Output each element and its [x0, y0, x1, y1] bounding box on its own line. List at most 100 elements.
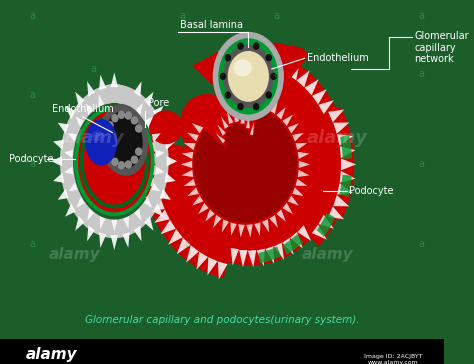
Polygon shape	[68, 133, 77, 142]
Polygon shape	[216, 133, 225, 143]
Polygon shape	[144, 216, 154, 231]
Polygon shape	[69, 182, 78, 191]
Polygon shape	[160, 189, 171, 200]
Polygon shape	[298, 225, 311, 241]
Polygon shape	[164, 140, 175, 150]
Polygon shape	[53, 140, 64, 150]
Polygon shape	[184, 179, 195, 186]
Polygon shape	[99, 94, 104, 107]
Polygon shape	[122, 232, 129, 248]
Ellipse shape	[103, 131, 111, 139]
Text: Podocyte: Podocyte	[348, 186, 393, 196]
Ellipse shape	[131, 155, 138, 164]
Polygon shape	[278, 56, 289, 74]
Polygon shape	[208, 257, 218, 275]
Polygon shape	[231, 248, 239, 266]
Polygon shape	[246, 115, 250, 128]
Polygon shape	[58, 123, 69, 134]
Polygon shape	[290, 232, 303, 249]
Polygon shape	[299, 161, 310, 168]
Text: a: a	[30, 159, 36, 169]
Polygon shape	[64, 150, 73, 158]
Ellipse shape	[237, 103, 244, 110]
Ellipse shape	[125, 111, 132, 120]
Polygon shape	[182, 170, 193, 177]
Ellipse shape	[237, 42, 244, 50]
Text: alamy: alamy	[63, 129, 124, 147]
Polygon shape	[295, 179, 307, 186]
Polygon shape	[75, 116, 84, 127]
Text: a: a	[419, 69, 425, 79]
Polygon shape	[262, 96, 269, 110]
Polygon shape	[186, 245, 199, 262]
Polygon shape	[134, 226, 142, 241]
Polygon shape	[167, 156, 177, 166]
Text: a: a	[419, 159, 425, 169]
Ellipse shape	[105, 112, 143, 169]
Polygon shape	[160, 123, 171, 134]
Polygon shape	[151, 182, 160, 191]
Polygon shape	[282, 238, 294, 255]
Polygon shape	[276, 209, 286, 222]
Polygon shape	[339, 175, 352, 197]
Polygon shape	[288, 195, 299, 206]
Polygon shape	[292, 132, 304, 142]
Polygon shape	[65, 106, 76, 119]
Polygon shape	[187, 187, 199, 196]
Ellipse shape	[220, 73, 226, 80]
Polygon shape	[145, 188, 161, 198]
Polygon shape	[253, 64, 276, 89]
Polygon shape	[296, 70, 310, 87]
Polygon shape	[110, 236, 118, 250]
Text: a: a	[184, 239, 191, 249]
Polygon shape	[238, 224, 245, 237]
Polygon shape	[248, 250, 256, 268]
Text: Glomerular capillary and podocytes(urinary system).: Glomerular capillary and podocytes(urina…	[85, 315, 359, 325]
Polygon shape	[111, 220, 117, 232]
Polygon shape	[276, 107, 286, 119]
Polygon shape	[264, 43, 309, 98]
Polygon shape	[218, 50, 228, 67]
Polygon shape	[298, 152, 310, 159]
Text: alamy: alamy	[307, 129, 368, 147]
Polygon shape	[337, 134, 353, 146]
Text: Glomerular
capillary
network: Glomerular capillary network	[414, 31, 469, 64]
Text: alamy: alamy	[49, 247, 101, 262]
Polygon shape	[328, 110, 344, 122]
Polygon shape	[194, 108, 297, 223]
Polygon shape	[145, 116, 153, 127]
Ellipse shape	[225, 91, 231, 99]
Polygon shape	[213, 64, 241, 92]
Polygon shape	[184, 143, 195, 150]
Polygon shape	[155, 150, 164, 158]
Polygon shape	[198, 203, 209, 214]
Polygon shape	[218, 261, 228, 279]
Ellipse shape	[111, 158, 118, 166]
Polygon shape	[182, 152, 193, 159]
Polygon shape	[123, 216, 129, 229]
Polygon shape	[298, 170, 310, 177]
Polygon shape	[142, 142, 158, 153]
Text: Pore: Pore	[148, 98, 169, 108]
Polygon shape	[241, 111, 245, 124]
Polygon shape	[197, 252, 208, 269]
Polygon shape	[75, 106, 154, 216]
Polygon shape	[60, 84, 169, 238]
Polygon shape	[333, 195, 349, 206]
Polygon shape	[256, 249, 265, 266]
Ellipse shape	[106, 150, 114, 159]
Ellipse shape	[92, 130, 103, 141]
Polygon shape	[64, 166, 73, 174]
Ellipse shape	[135, 124, 143, 133]
Polygon shape	[292, 187, 304, 196]
Ellipse shape	[135, 147, 143, 156]
Polygon shape	[340, 146, 356, 158]
Polygon shape	[187, 132, 199, 142]
Text: a: a	[273, 69, 280, 79]
Polygon shape	[234, 109, 239, 122]
Text: Endothelium: Endothelium	[307, 54, 369, 63]
Polygon shape	[283, 234, 303, 255]
Polygon shape	[269, 101, 278, 114]
Polygon shape	[269, 215, 278, 228]
Polygon shape	[154, 210, 170, 223]
